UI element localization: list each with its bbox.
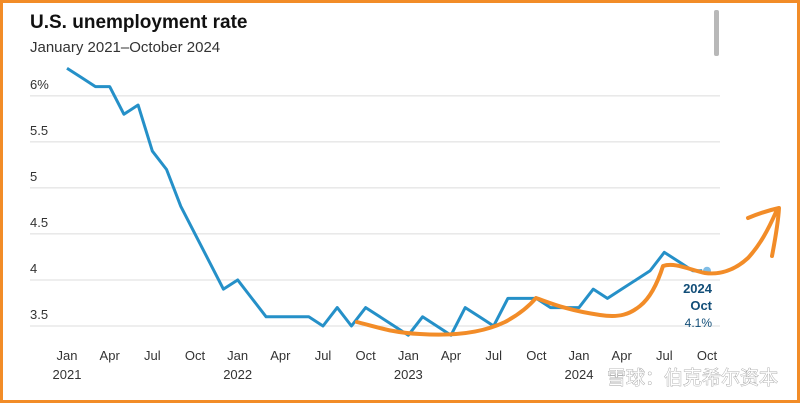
x-tick-label: Oct bbox=[697, 348, 718, 363]
x-tick-label: Jul bbox=[485, 348, 502, 363]
end-label: 2024 bbox=[683, 281, 713, 296]
x-tick-label: Jan bbox=[57, 348, 78, 363]
x-tick-label: Jul bbox=[656, 348, 673, 363]
x-tick-label: Oct bbox=[185, 348, 206, 363]
series-line bbox=[66, 66, 707, 337]
x-tick-label: Jul bbox=[315, 348, 332, 363]
end-label: Oct bbox=[690, 298, 712, 313]
y-tick-label: 4.5 bbox=[30, 215, 48, 230]
plot: 2024 Oct 4.1% bbox=[66, 66, 713, 337]
x-tick-label: Jul bbox=[144, 348, 161, 363]
x-year-label: 2021 bbox=[53, 367, 82, 382]
hand-drawn-annotation bbox=[355, 206, 781, 337]
grid: 3.5 4 4.5 5 5.5 6% Jan 2021 Apr Jul Oct Jan 2022 Apr J… bbox=[30, 77, 720, 382]
chart-title: U.S. unemployment rate bbox=[30, 12, 248, 33]
x-tick-label: Apr bbox=[441, 348, 462, 363]
x-tick-label: Apr bbox=[270, 348, 291, 363]
x-tick-label: Apr bbox=[100, 348, 121, 363]
y-tick-label: 6% bbox=[30, 77, 49, 92]
y-tick-label: 3.5 bbox=[30, 307, 48, 322]
x-tick-label: Oct bbox=[526, 348, 547, 363]
value-label: 4.1% bbox=[685, 316, 713, 330]
x-tick-label: Apr bbox=[612, 348, 633, 363]
scrollbar[interactable] bbox=[714, 10, 719, 56]
x-year-label: 2022 bbox=[223, 367, 252, 382]
y-tick-label: 4 bbox=[30, 261, 37, 276]
x-tick-label: Jan bbox=[398, 348, 419, 363]
x-tick-label: Jan bbox=[227, 348, 248, 363]
chart-subtitle: January 2021–October 2024 bbox=[30, 39, 220, 56]
x-year-label: 2024 bbox=[565, 367, 594, 382]
x-year-label: 2023 bbox=[394, 367, 423, 382]
x-tick-label: Jan bbox=[569, 348, 590, 363]
watermark: 雪球：伯克希尔资本 bbox=[607, 367, 778, 389]
y-tick-label: 5 bbox=[30, 169, 37, 184]
x-tick-label: Oct bbox=[356, 348, 377, 363]
y-tick-label: 5.5 bbox=[30, 123, 48, 138]
